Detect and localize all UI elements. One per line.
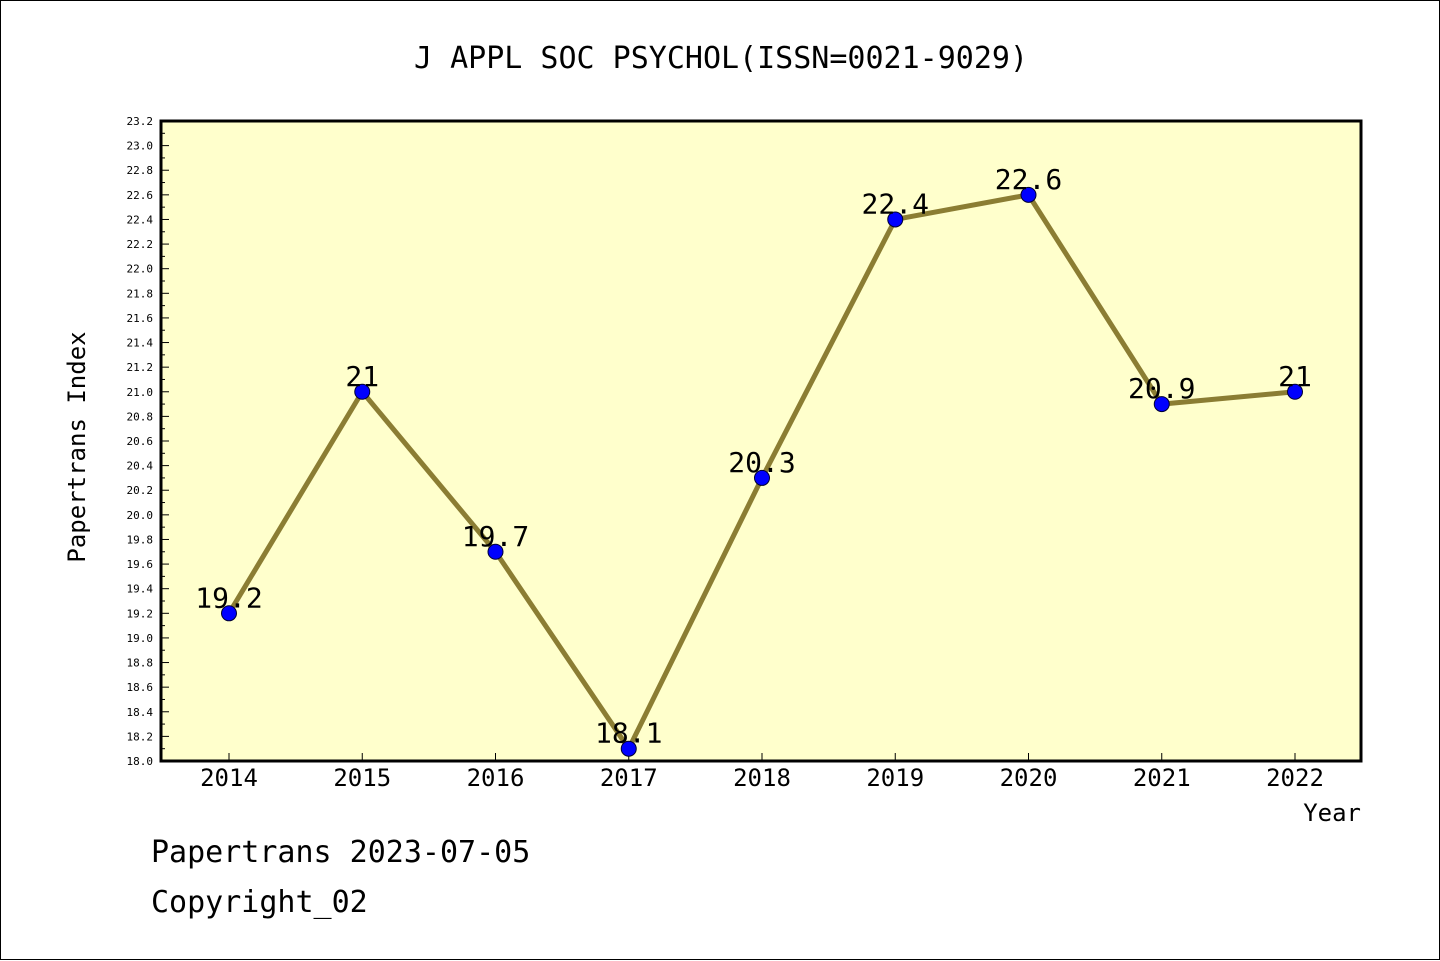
data-point — [221, 605, 237, 622]
y-tick-label: 20.0 — [127, 509, 154, 522]
plot-area — [161, 121, 1361, 761]
data-point — [754, 469, 770, 486]
x-tick-label: 2015 — [333, 764, 391, 792]
markers — [221, 186, 1303, 757]
data-point — [887, 211, 904, 228]
x-tick-label: 2020 — [1000, 764, 1058, 792]
data-point — [354, 383, 371, 400]
data-label: 18.1 — [595, 717, 662, 750]
data-point — [487, 543, 504, 560]
y-tick-label: 21.4 — [127, 337, 154, 350]
y-tick-label: 21.8 — [127, 287, 154, 300]
point-labels: 19.2 21 19.7 18.1 20.3 22.4 22.6 20.9 21 — [195, 163, 1312, 750]
data-label: 21 — [345, 360, 379, 393]
y-tick-label: 19.0 — [127, 632, 154, 645]
y-tick-label: 19.6 — [127, 558, 154, 571]
y-tick-label: 20.8 — [127, 410, 154, 423]
y-tick-label: 22.6 — [127, 189, 154, 202]
data-label: 20.3 — [728, 446, 795, 479]
data-label: 21 — [1278, 360, 1312, 393]
y-tick-label: 22.0 — [127, 263, 154, 276]
x-tick-label: 2014 — [200, 764, 258, 792]
y-tick-label: 18.2 — [127, 730, 154, 743]
x-tick-label: 2021 — [1133, 764, 1191, 792]
x-tick-label: 2016 — [467, 764, 525, 792]
x-tick-label: 2022 — [1266, 764, 1324, 792]
y-tick-label: 22.2 — [127, 238, 154, 251]
footer-copyright: Copyright_02 — [151, 885, 368, 920]
footer-date-line: Papertrans 2023-07-05 — [151, 835, 531, 870]
x-axis-label: Year — [1303, 799, 1361, 827]
y-tick-label: 21.0 — [127, 386, 154, 399]
y-tick-label: 18.8 — [127, 657, 154, 670]
y-tick-label: 22.8 — [127, 164, 154, 177]
data-label: 19.2 — [195, 581, 262, 614]
data-point — [1020, 186, 1037, 203]
y-tick-label: 20.4 — [127, 460, 154, 473]
x-tick-label: 2018 — [733, 764, 791, 792]
y-tick-label: 21.2 — [127, 361, 154, 374]
data-label: 19.7 — [462, 520, 529, 553]
y-tick-label: 19.4 — [127, 583, 154, 596]
data-point — [620, 740, 637, 757]
y-tick-label: 20.2 — [127, 484, 154, 497]
data-point — [1153, 396, 1170, 413]
x-tick-label: 2017 — [600, 764, 658, 792]
y-tick-label: 18.6 — [127, 681, 154, 694]
y-tick-label: 19.2 — [127, 607, 154, 620]
y-tick-label: 22.4 — [127, 213, 154, 226]
y-tick-label: 20.6 — [127, 435, 154, 448]
y-axis-label: Papertrans Index — [63, 331, 91, 562]
y-tick-label: 19.8 — [127, 533, 154, 546]
y-tick-labels: 18.0 18.2 18.4 18.6 18.8 19.0 19.2 19.4 19.6 19.8… — [127, 115, 154, 768]
y-tick-label: 21.6 — [127, 312, 154, 325]
x-tick-labels: 2014 2015 2016 2017 2018 2019 2020 2021 2022 — [200, 764, 1324, 792]
data-label: 20.9 — [1128, 372, 1195, 405]
data-label: 22.4 — [862, 187, 929, 220]
data-point — [1287, 383, 1303, 400]
y-tick-label: 18.4 — [127, 706, 154, 719]
plot-border — [159, 119, 1363, 763]
data-label: 22.6 — [995, 163, 1062, 196]
y-tick-label: 23.0 — [127, 140, 154, 153]
x-tick-label: 2019 — [866, 764, 924, 792]
chart-title: J APPL SOC PSYCHOL(ISSN=0021-9029) — [414, 41, 1028, 76]
y-tick-label: 18.0 — [127, 755, 154, 768]
y-tick-label: 23.2 — [127, 115, 154, 128]
